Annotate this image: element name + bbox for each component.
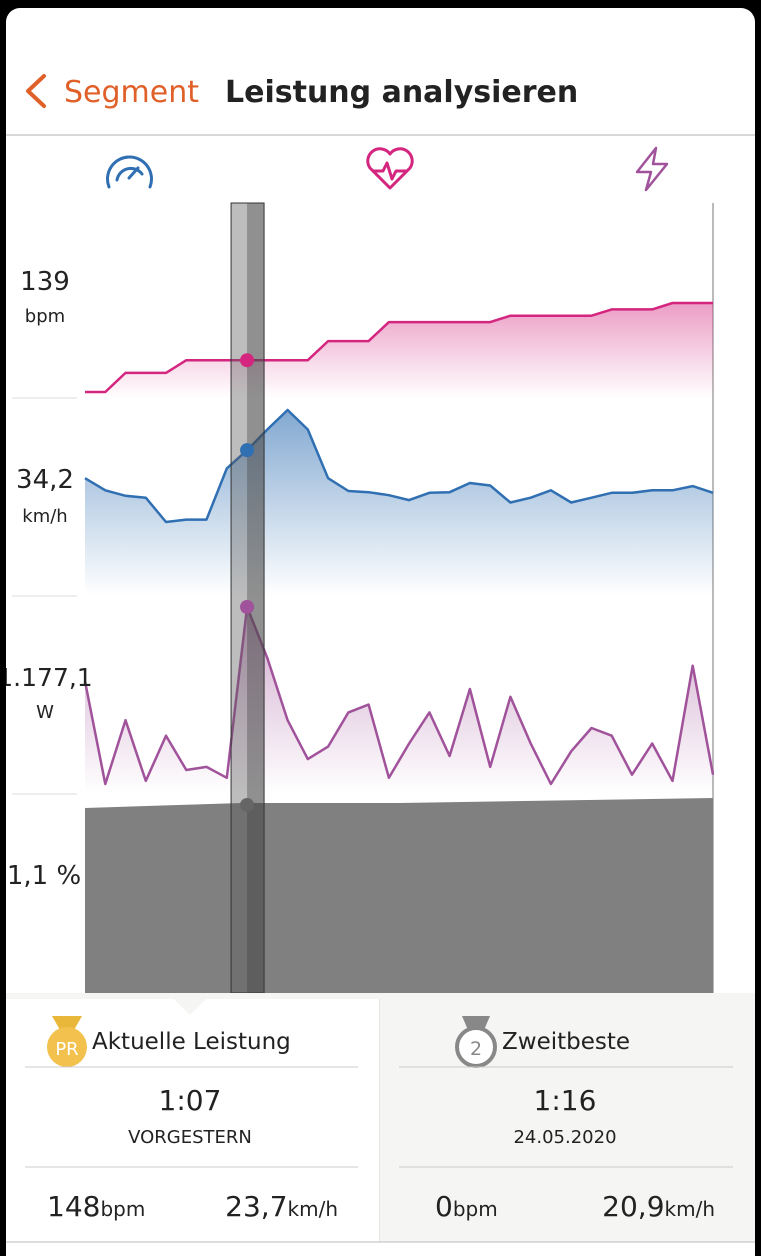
date: 24.05.2020 (513, 1127, 616, 1148)
screen: Segment Leistung analysieren 139 bpm 34,… (6, 74, 755, 1243)
badge-label: 2 (470, 1038, 482, 1060)
cursor-dot (240, 798, 255, 812)
heart-icon[interactable] (366, 147, 414, 190)
panel-unit: W (36, 702, 54, 723)
speed-line (84, 408, 714, 524)
power-icon[interactable] (635, 146, 669, 192)
badge (455, 1026, 497, 1068)
panel-value: 139 (20, 267, 70, 297)
card-title: Aktuelle Leistung (92, 1029, 291, 1055)
badge-label: PR (55, 1039, 78, 1060)
time: 1:07 (159, 1084, 222, 1117)
stat: 20,9km/h (602, 1190, 715, 1223)
card-top (6, 993, 755, 999)
screen-title: Leistung analysieren (225, 75, 578, 110)
cursor-dot (240, 353, 255, 368)
panel-value: 1.177,1 (6, 663, 93, 692)
back-label[interactable]: Segment (64, 75, 199, 110)
stat: 0bpm (435, 1190, 498, 1223)
power-area (85, 607, 713, 794)
badge (47, 1027, 87, 1067)
stat: 23,7km/h (225, 1190, 338, 1223)
plots (83, 202, 715, 994)
stat: 148bpm (47, 1190, 145, 1223)
panel-unit: km/h (22, 506, 67, 527)
app: Segment Leistung analysieren 139 bpm 34,… (6, 8, 755, 1256)
badge-ribbon (52, 1016, 82, 1030)
panel-unit: bpm (25, 306, 65, 327)
heart-rate-area (85, 303, 713, 398)
badge-ribbon (462, 1016, 490, 1030)
cursor-dot (240, 443, 255, 458)
back-icon[interactable] (26, 74, 46, 108)
cursor (230, 202, 265, 994)
date: VORGESTERN (128, 1127, 252, 1148)
pointer (174, 999, 206, 1015)
time: 1:16 (534, 1084, 597, 1117)
grade-area (85, 798, 713, 993)
card-title: Zweitbeste (502, 1029, 630, 1055)
speed-icon[interactable] (106, 155, 153, 189)
card-second[interactable] (380, 993, 755, 1242)
cursor-dot (240, 600, 255, 614)
panel-value: 1,1 % (7, 861, 81, 891)
cursor-stripe (247, 203, 265, 993)
heart-rate-line (85, 301, 713, 394)
panel-value: 34,2 (16, 465, 74, 495)
speed-area (85, 410, 713, 596)
power-line (83, 605, 715, 786)
